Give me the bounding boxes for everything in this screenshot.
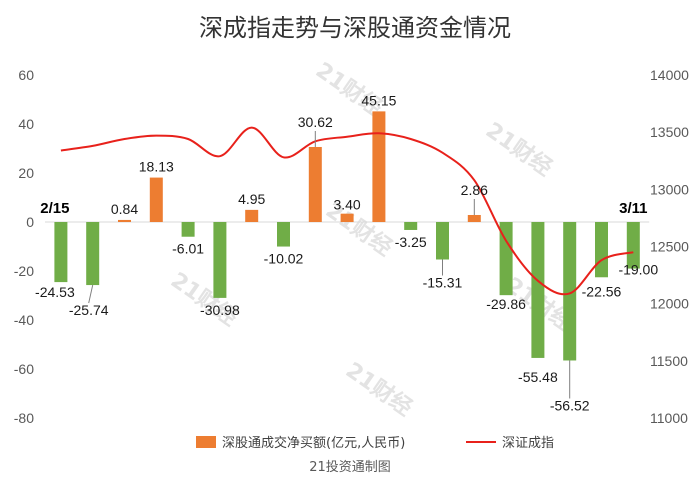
data-label: 3.40: [333, 197, 360, 213]
data-label: 4.95: [238, 191, 265, 207]
bar: [404, 222, 418, 230]
leader-lines: [88, 130, 571, 399]
data-label: -55.48: [518, 369, 558, 385]
bar: [563, 222, 577, 361]
legend-swatch-bar: [196, 436, 216, 448]
bar: [308, 146, 322, 222]
bar: [499, 222, 513, 296]
left-axis-ticks: 60 40 20 0 -20 -40 -60 -80: [14, 67, 34, 426]
watermarks: 21财经21财经21财经21财经21财经21财经: [166, 57, 577, 421]
data-label: -6.01: [172, 241, 204, 257]
left-tick-label: 20: [18, 165, 34, 181]
right-tick-label: 11500: [650, 353, 688, 369]
right-tick-label: 11000: [650, 410, 688, 426]
bar: [277, 222, 290, 247]
right-tick-label: 12500: [650, 239, 689, 255]
bar: [118, 219, 131, 222]
bar: [467, 214, 481, 222]
legend-label-bar: 深股通成交净买额(亿元,人民币): [222, 435, 405, 451]
left-tick-label: -80: [14, 410, 34, 426]
bar: [626, 222, 640, 269]
right-tick-label: 13500: [650, 124, 689, 140]
bar: [372, 111, 386, 222]
right-tick-label: 13000: [650, 181, 689, 197]
left-tick-label: -40: [14, 312, 34, 328]
right-tick-label: 12000: [650, 296, 689, 312]
data-label: -30.98: [200, 302, 240, 318]
data-label: -15.31: [423, 275, 463, 291]
legend: 深股通成交净买额(亿元,人民币) 深证成指: [196, 435, 554, 451]
category-label: 3/11: [619, 200, 647, 217]
legend-label-line: 深证成指: [502, 436, 554, 451]
bar: [340, 213, 354, 222]
left-tick-label: -60: [14, 361, 34, 377]
data-label: 2.86: [461, 182, 488, 198]
chart-title: 深成指走势与深股通资金情况: [199, 14, 511, 42]
category-label: 2/15: [40, 200, 69, 217]
left-tick-label: 60: [18, 67, 34, 83]
watermark: 21财经: [166, 267, 242, 331]
data-label: -10.02: [264, 251, 304, 267]
index-line-layer: [60, 126, 634, 296]
bar: [54, 222, 68, 283]
bar: [149, 177, 163, 222]
watermark: 21财经: [481, 117, 557, 181]
data-label: -24.53: [35, 284, 75, 300]
right-axis-ticks: 14000 13500 13000 12500 12000 11500 11000: [650, 67, 689, 426]
bar: [245, 209, 259, 222]
bar: [595, 222, 608, 278]
bars: [54, 111, 640, 361]
leader-line: [88, 284, 94, 304]
data-label: 0.84: [111, 201, 138, 217]
left-tick-label: -20: [14, 263, 34, 279]
watermark: 21财经: [341, 357, 417, 421]
bar: [436, 222, 449, 260]
bar: [181, 222, 195, 237]
data-label: -19.00: [618, 262, 658, 278]
data-label: -22.56: [582, 283, 622, 299]
right-tick-label: 14000: [650, 67, 689, 83]
bar: [531, 222, 545, 358]
data-label: 18.13: [139, 159, 174, 175]
data-label: -29.86: [486, 296, 526, 312]
left-tick-label: 0: [26, 214, 34, 230]
data-label: -25.74: [69, 302, 109, 318]
bar: [213, 222, 227, 298]
data-label: -56.52: [550, 397, 590, 413]
category-labels: 2/15 3/11: [40, 200, 647, 217]
data-label: -3.25: [395, 234, 427, 250]
left-tick-label: 40: [18, 116, 34, 132]
source-note: 21投资通制图: [309, 459, 391, 475]
data-labels: -24.53 -25.74 0.84 18.13 -6.01 -30.98 4.95 -10.…: [35, 92, 658, 413]
data-label: 45.15: [361, 92, 396, 108]
index-line: [60, 126, 634, 296]
data-label: 30.62: [298, 114, 333, 130]
bar: [86, 222, 100, 286]
